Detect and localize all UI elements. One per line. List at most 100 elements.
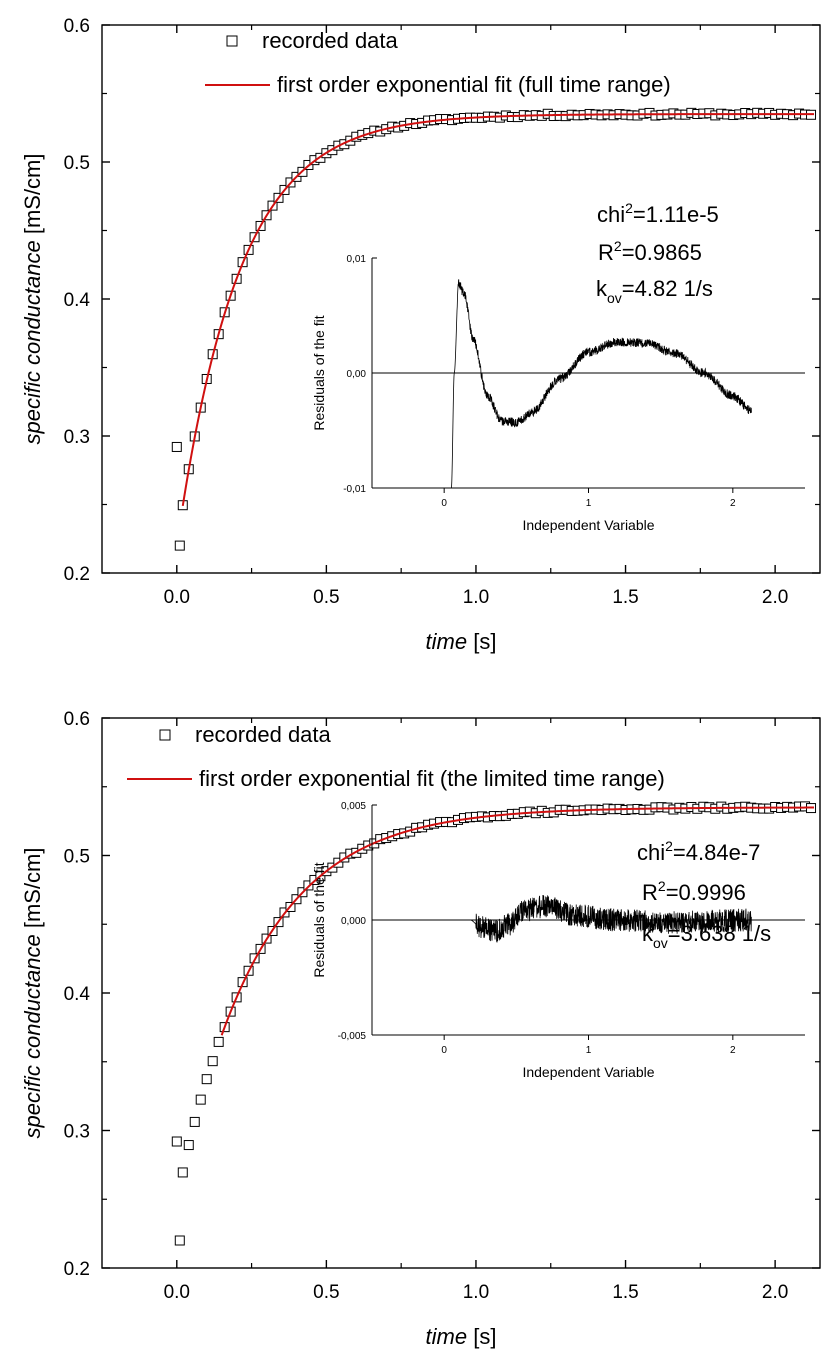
x-tick-label: 0.0 [164,587,190,608]
y-tick-label: 0.4 [64,290,91,311]
r-squared-value: =0.9865 [622,240,702,265]
x-axis-label: time [s] [426,629,497,654]
inset-residual-curve [450,279,752,489]
inset-x-tick-label: 0 [441,1045,447,1056]
inset-x-axis-label: Independent Variable [522,1064,654,1080]
x-tick-label: 1.5 [612,1282,638,1303]
data-point [189,1116,200,1127]
inset-y-tick-label: 0,000 [341,916,366,927]
y-tick-label: 0.3 [64,1122,90,1143]
rate-constant-subscript: ov [607,290,622,306]
rate-constant-subscript: ov [653,935,668,951]
x-axis-label: time [s] [426,1324,497,1349]
data-point [171,441,182,452]
legend: recorded data first order exponential fit… [205,28,671,97]
inset-y-axis-label: Residuals of the fit [311,315,327,430]
inset-x-tick-label: 1 [586,1045,592,1056]
x-tick-label: 1.0 [463,1282,489,1303]
data-point [195,1094,206,1105]
chi-squared-superscript: 2 [625,200,633,216]
x-tick-label: 1.5 [612,587,638,608]
y-tick-label: 0.2 [64,1259,90,1280]
inset-y-tick-label: -0,005 [338,1031,367,1042]
inset-x-tick-label: 2 [730,498,736,509]
r-squared-symbol: R [598,240,614,265]
r-squared: R2=0.9865 [598,238,702,265]
series-recorded-data [171,107,817,551]
y-tick-label: 0.2 [64,564,90,585]
chi-squared-value: =1.11e-5 [633,202,719,227]
chi-squared-value: =4.84e-7 [673,840,760,865]
inset-x-tick-label: 2 [730,1045,736,1056]
data-point [201,1074,212,1085]
chi-squared: chi2=4.84e-7 [637,838,760,865]
x-tick-label: 0.0 [164,1282,190,1303]
r-squared-symbol: R [642,880,658,905]
data-point [171,1136,182,1147]
inset-y-tick-label: 0,00 [347,369,367,380]
y-tick-label: 0.4 [64,984,91,1005]
y-tick-label: 0.3 [64,427,90,448]
residuals-inset: -0,01 0,00 0,01 0 1 2 Independent Variable Resi… [311,254,805,533]
data-point [174,1235,185,1246]
legend-label-recorded-data: recorded data [262,28,399,53]
y-axis-label: specific conductance [mS/cm] [20,847,45,1138]
x-axis-label-name: time [426,629,468,654]
inset-x-tick-label: 0 [441,498,447,509]
y-tick-label: 0.5 [64,153,90,174]
y-axis-label-name: specific conductance [20,240,45,444]
x-tick-label: 2.0 [762,1282,788,1303]
chi-squared: chi2=1.11e-5 [597,200,719,227]
inset-x-tick-label: 1 [586,498,592,509]
rate-constant-value: =4.82 1/s [622,276,713,301]
legend-label-fit: first order exponential fit (the limited… [199,766,665,791]
chart-panel-1: 0.2 0.3 0.4 0.5 0.6 0.0 0.5 1.0 1.5 2.0 time [s] sp… [20,16,821,654]
chart-panel-2: 0.2 0.3 0.4 0.5 0.6 0.0 0.5 1.0 1.5 2.0 time [s] sp… [20,709,821,1349]
r-squared-superscript: 2 [658,878,666,894]
inset-y-tick-label: 0,01 [347,254,367,265]
y-axis-label-name: specific conductance [20,934,45,1138]
x-axis-label-unit: [s] [467,629,496,654]
inset-y-tick-label: 0,005 [341,801,366,812]
plot-frame [101,717,821,1269]
x-tick-label: 0.5 [313,1282,339,1303]
r-squared-superscript: 2 [614,238,622,254]
x-axis-label-unit: [s] [467,1324,496,1349]
legend-marker-recorded-data [226,35,238,47]
residuals-inset: -0,005 0,000 0,005 0 1 2 Independent Variable R… [311,801,805,1080]
y-tick-label: 0.6 [64,16,90,37]
inset-y-axis-label: Residuals of the fit [311,862,327,977]
inset-y-tick-label: -0,01 [343,484,366,495]
series-fit-line [220,806,815,1036]
data-point [207,1056,218,1067]
y-axis-label-unit: [mS/cm] [20,847,45,934]
y-tick-label: 0.6 [64,709,90,730]
legend-marker-recorded-data [159,729,171,741]
data-point [177,1167,188,1178]
r-squared: R2=0.9996 [642,878,746,905]
legend-label-fit: first order exponential fit (full time r… [277,72,671,97]
data-point [183,1140,194,1151]
rate-constant: kov=4.82 1/s [596,276,713,306]
rate-constant-symbol: k [596,276,608,301]
r-squared-value: =0.9996 [666,880,746,905]
chi-squared-superscript: 2 [665,838,673,854]
y-axis-label-unit: [mS/cm] [20,153,45,240]
chi-squared-symbol: chi [637,840,665,865]
series-fit-line [181,113,815,507]
x-tick-label: 0.5 [313,587,339,608]
chi-squared-symbol: chi [597,202,625,227]
x-tick-label: 2.0 [762,587,788,608]
legend-label-recorded-data: recorded data [195,722,332,747]
data-point [213,1036,224,1047]
inset-x-axis-label: Independent Variable [522,517,654,533]
x-tick-label: 1.0 [463,587,489,608]
data-point [174,540,185,551]
series-recorded-data [171,801,817,1246]
inset-residual-curve [470,894,752,943]
y-axis-label: specific conductance [mS/cm] [20,153,45,444]
y-tick-label: 0.5 [64,847,90,868]
